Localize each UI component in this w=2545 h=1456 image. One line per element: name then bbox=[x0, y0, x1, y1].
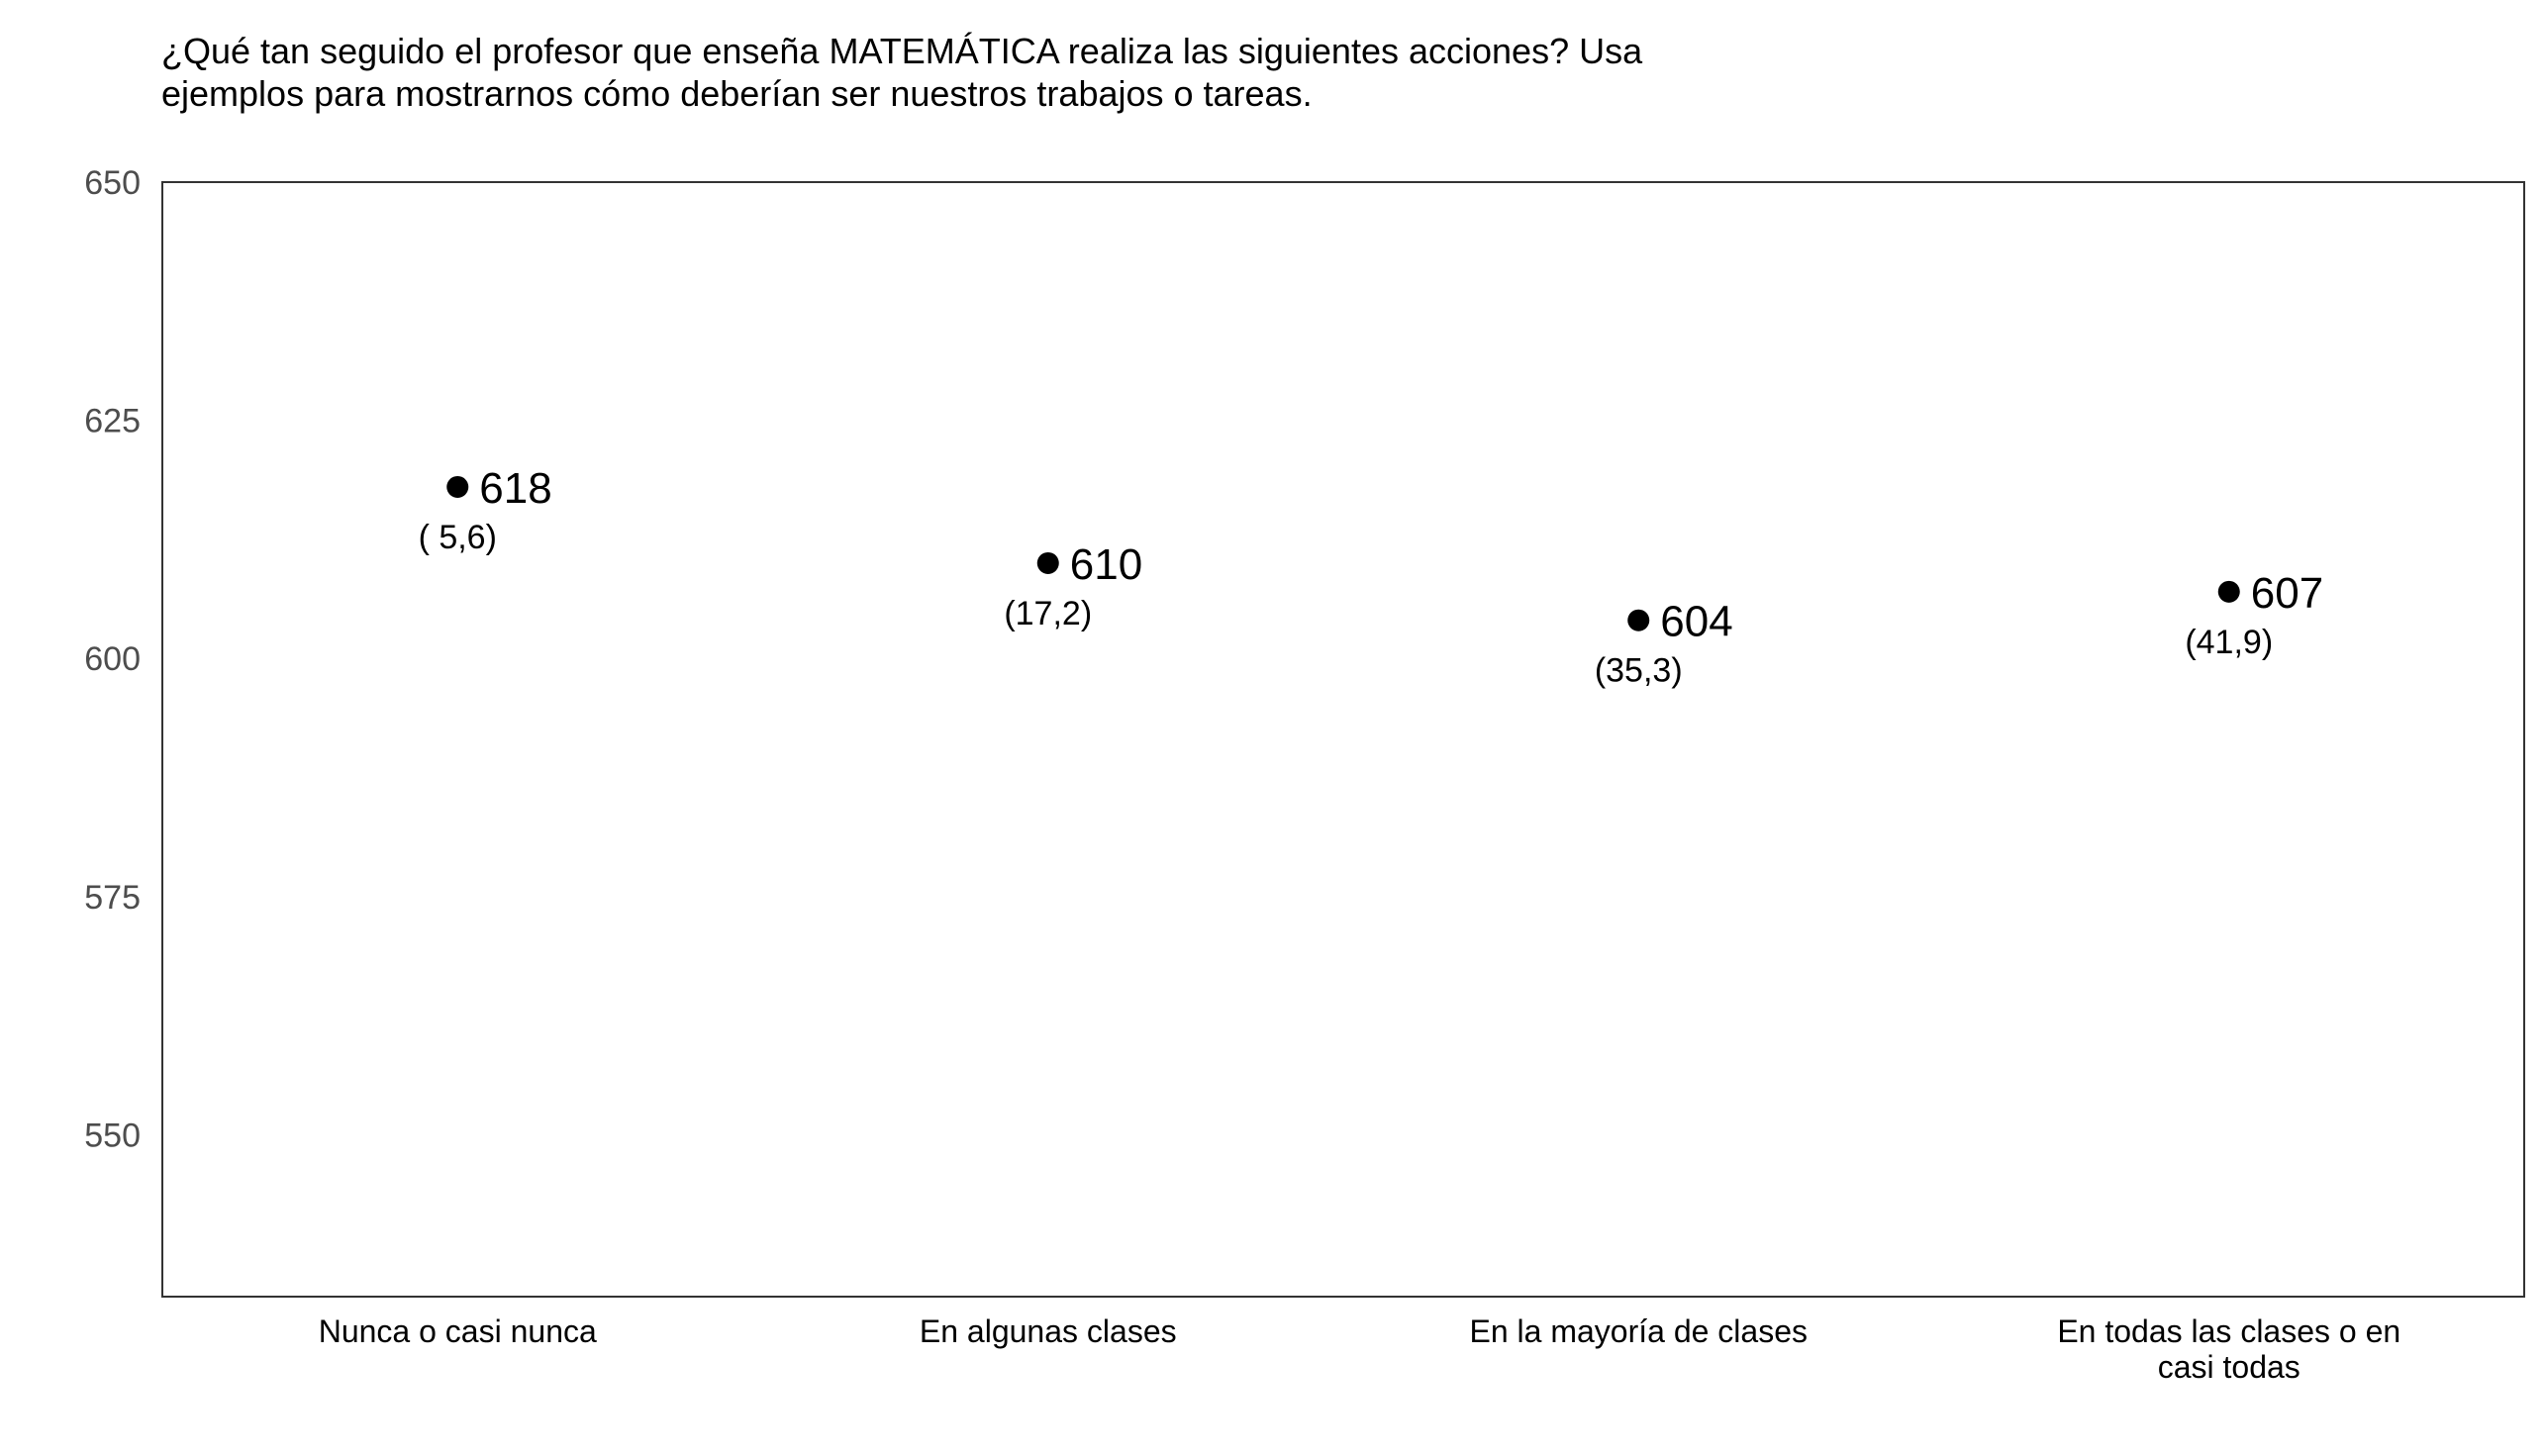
value-label: 610 bbox=[1070, 540, 1142, 589]
y-tick-label: 650 bbox=[84, 164, 141, 202]
x-tick-label: En la mayoría de clases bbox=[1470, 1313, 1809, 1349]
value-label: 604 bbox=[1660, 598, 1732, 646]
data-point bbox=[1036, 551, 1059, 574]
standard-error-label: ( 5,6) bbox=[419, 519, 497, 556]
value-label: 618 bbox=[479, 464, 551, 513]
x-tick-label: Nunca o casi nunca bbox=[319, 1313, 597, 1349]
data-points: 618 ( 5,6) 610 (17,2) 604 (35,3) 607 (41,9) bbox=[419, 464, 2324, 690]
standard-error-label: (41,9) bbox=[2185, 624, 2273, 661]
y-tick-label: 575 bbox=[84, 879, 141, 917]
x-tick-label: casi todas bbox=[2158, 1349, 2300, 1385]
y-axis: 550 575 600 625 650 bbox=[84, 164, 141, 1154]
data-point bbox=[446, 475, 469, 498]
x-tick-label: En todas las clases o en bbox=[2057, 1313, 2400, 1349]
x-tick-label: En algunas clases bbox=[920, 1313, 1177, 1349]
plot-frame bbox=[161, 181, 2525, 1298]
y-tick-label: 625 bbox=[84, 403, 141, 440]
x-axis: Nunca o casi nunca En algunas clases En la… bbox=[319, 1313, 2400, 1385]
data-point bbox=[2217, 580, 2240, 603]
standard-error-label: (35,3) bbox=[1595, 652, 1683, 690]
value-label: 607 bbox=[2251, 569, 2323, 618]
y-tick-label: 550 bbox=[84, 1116, 141, 1154]
y-tick-label: 600 bbox=[84, 640, 141, 678]
standard-error-label: (17,2) bbox=[1004, 595, 1092, 632]
chart-title: ¿Qué tan seguido el profesor que enseña … bbox=[161, 31, 1643, 114]
data-point bbox=[1627, 609, 1650, 631]
